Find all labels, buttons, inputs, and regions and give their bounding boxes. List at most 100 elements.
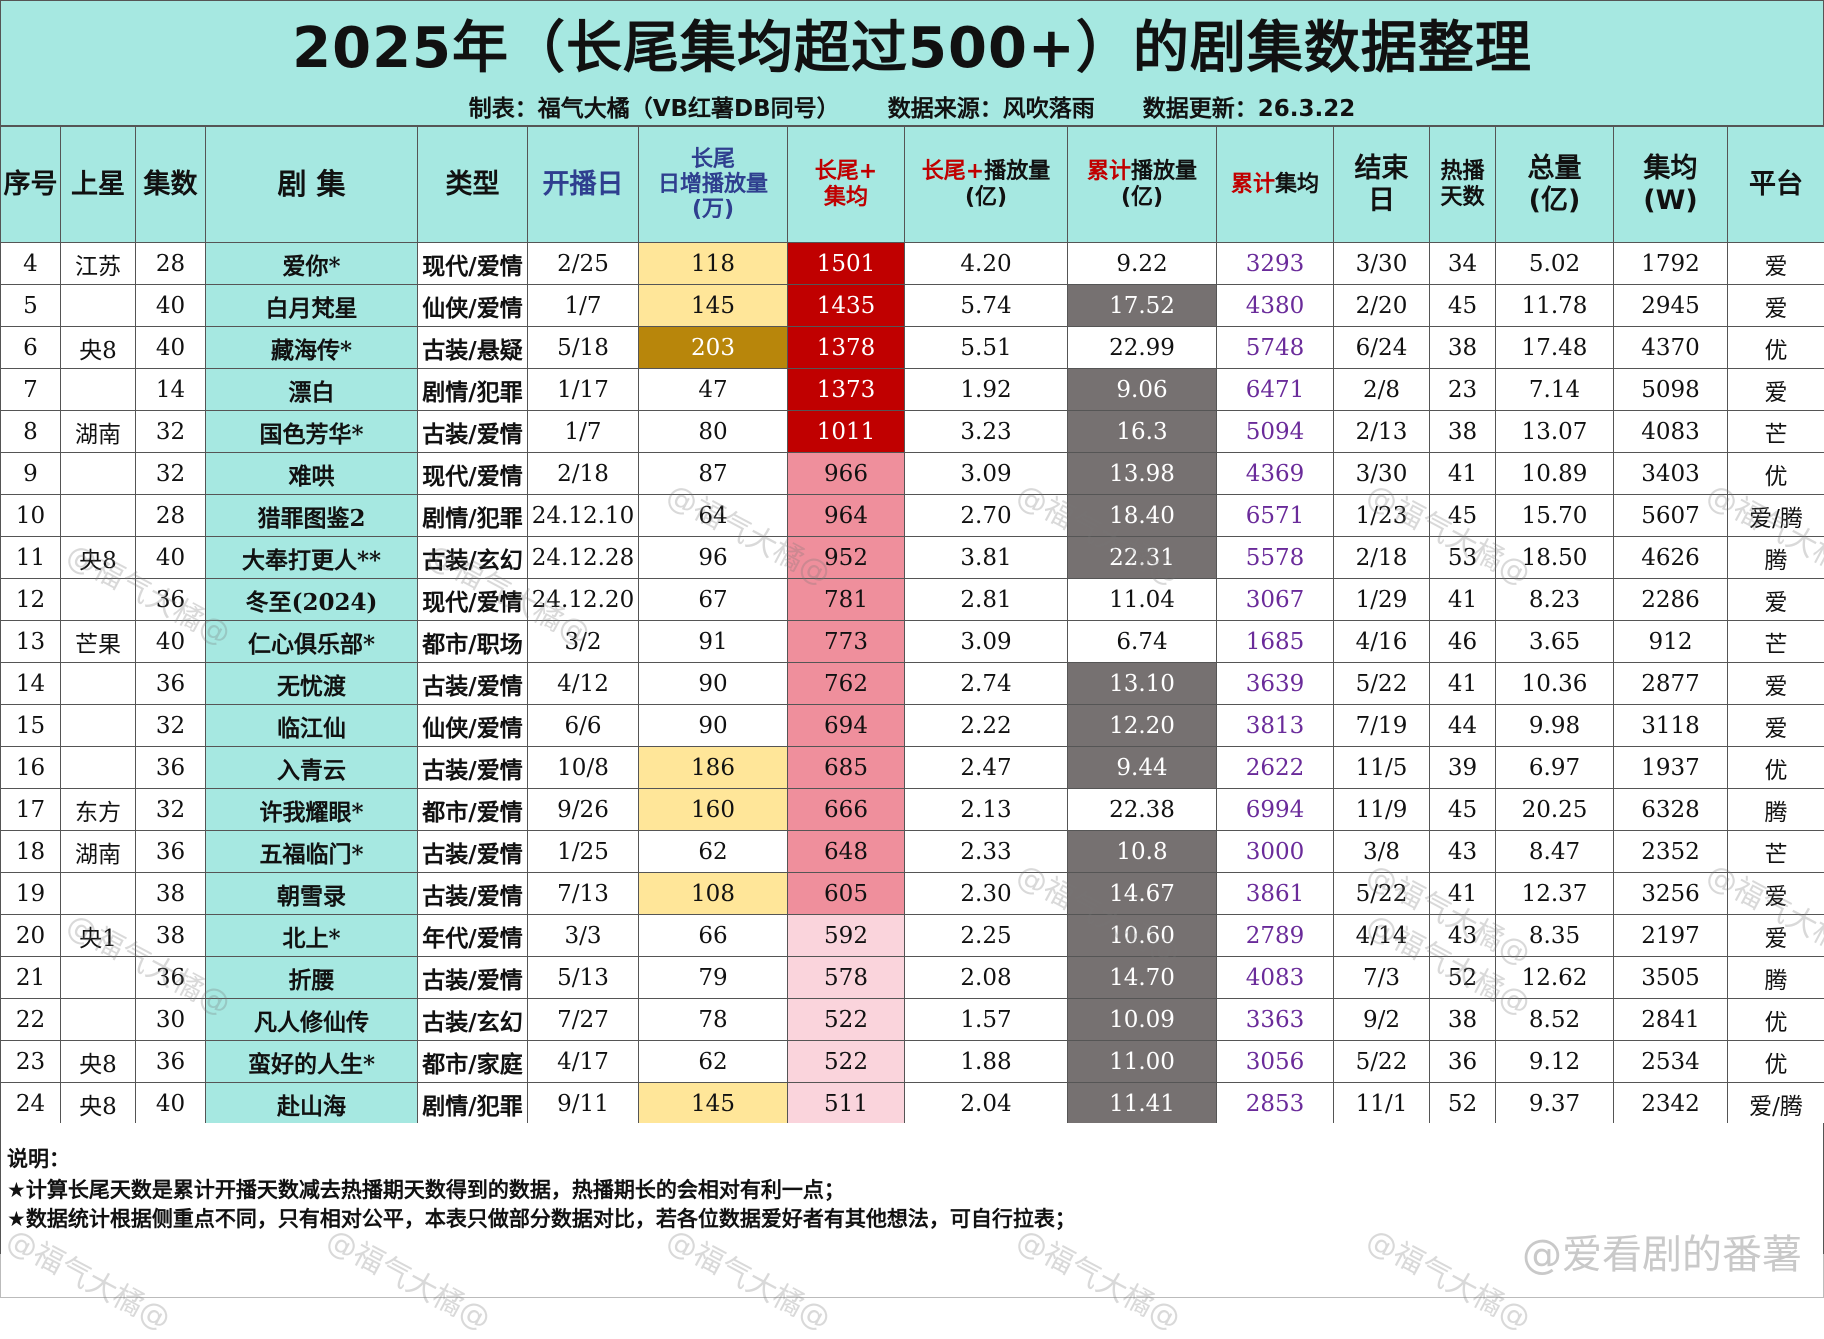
row-total: 13.07 [1496, 411, 1614, 453]
row-start-date: 1/17 [528, 369, 639, 411]
row-episodes: 36 [136, 1041, 206, 1083]
row-episodes: 32 [136, 411, 206, 453]
row-daily-increase: 78 [639, 999, 788, 1041]
row-cumulative-plays: 6.74 [1068, 621, 1217, 663]
header-platform: 平台 [1728, 127, 1824, 243]
row-longtail-plays: 4.20 [905, 243, 1068, 285]
row-cumulative-avg: 5578 [1217, 537, 1334, 579]
row-end-date: 2/13 [1334, 411, 1430, 453]
row-cumulative-plays: 16.3 [1068, 411, 1217, 453]
row-genre: 仙侠/爱情 [418, 705, 528, 747]
row-cumulative-avg: 3861 [1217, 873, 1334, 915]
spreadsheet: 2025年（长尾集均超过500+）的剧集数据整理 制表：福气大橘（VB红薯DB同… [0, 0, 1824, 1298]
row-longtail-avg: 605 [788, 873, 905, 915]
row-end-date: 5/22 [1334, 663, 1430, 705]
row-satellite [61, 999, 136, 1041]
row-index: 19 [1, 873, 61, 915]
row-end-date: 3/30 [1334, 243, 1430, 285]
drama-table: 序号 上星 集数 剧 集 类型 开播日 长尾日增播放量(万) 长尾+集均 长尾+… [0, 126, 1824, 1125]
header-cumulative-plays: 累计播放量 (亿) [1068, 127, 1217, 243]
row-longtail-plays: 1.57 [905, 999, 1068, 1041]
row-cumulative-plays: 17.52 [1068, 285, 1217, 327]
row-start-date: 4/12 [528, 663, 639, 705]
row-satellite: 江苏 [61, 243, 136, 285]
row-cumulative-avg: 2789 [1217, 915, 1334, 957]
row-episodes: 28 [136, 243, 206, 285]
row-longtail-plays: 3.23 [905, 411, 1068, 453]
row-daily-increase: 145 [639, 285, 788, 327]
update-date: 数据更新：26.3.22 [1143, 89, 1356, 123]
row-avg-w: 2352 [1614, 831, 1728, 873]
row-index: 14 [1, 663, 61, 705]
row-avg-w: 912 [1614, 621, 1728, 663]
row-hot-days: 41 [1430, 579, 1496, 621]
row-index: 24 [1, 1083, 61, 1125]
row-start-date: 2/25 [528, 243, 639, 285]
row-platform: 优 [1728, 999, 1824, 1041]
row-avg-w: 2945 [1614, 285, 1728, 327]
row-cumulative-plays: 22.38 [1068, 789, 1217, 831]
row-longtail-plays: 2.47 [905, 747, 1068, 789]
row-cumulative-plays: 9.06 [1068, 369, 1217, 411]
row-episodes: 40 [136, 327, 206, 369]
row-start-date: 4/17 [528, 1041, 639, 1083]
row-platform: 爱 [1728, 369, 1824, 411]
row-avg-w: 1937 [1614, 747, 1728, 789]
row-cumulative-plays: 9.22 [1068, 243, 1217, 285]
corner-watermark: @爱看剧的番薯 [1522, 1222, 1802, 1280]
row-hot-days: 36 [1430, 1041, 1496, 1083]
header-longtail-avg: 长尾+集均 [788, 127, 905, 243]
row-daily-increase: 91 [639, 621, 788, 663]
row-index: 7 [1, 369, 61, 411]
row-avg-w: 2534 [1614, 1041, 1728, 1083]
header-episodes: 集数 [136, 127, 206, 243]
row-longtail-avg: 964 [788, 495, 905, 537]
row-genre: 古装/爱情 [418, 831, 528, 873]
row-avg-w: 2197 [1614, 915, 1728, 957]
row-cumulative-avg: 3000 [1217, 831, 1334, 873]
row-longtail-plays: 2.74 [905, 663, 1068, 705]
row-drama-name: 大奉打更人** [206, 537, 418, 579]
row-start-date: 1/7 [528, 285, 639, 327]
row-longtail-avg: 592 [788, 915, 905, 957]
row-daily-increase: 62 [639, 1041, 788, 1083]
row-drama-name: 国色芳华* [206, 411, 418, 453]
row-episodes: 32 [136, 705, 206, 747]
row-total: 15.70 [1496, 495, 1614, 537]
row-daily-increase: 90 [639, 705, 788, 747]
maker-credit: 制表：福气大橘（VB红薯DB同号） [469, 89, 840, 123]
row-index: 21 [1, 957, 61, 999]
row-total: 17.48 [1496, 327, 1614, 369]
row-longtail-avg: 1378 [788, 327, 905, 369]
row-total: 7.14 [1496, 369, 1614, 411]
row-genre: 剧情/犯罪 [418, 495, 528, 537]
header-avg-w: 集均(W) [1614, 127, 1728, 243]
row-cumulative-plays: 14.70 [1068, 957, 1217, 999]
row-daily-increase: 66 [639, 915, 788, 957]
header-hot-days: 热播天数 [1430, 127, 1496, 243]
row-episodes: 36 [136, 747, 206, 789]
row-hot-days: 38 [1430, 411, 1496, 453]
row-genre: 古装/玄幻 [418, 999, 528, 1041]
row-drama-name: 凡人修仙传 [206, 999, 418, 1041]
row-end-date: 11/1 [1334, 1083, 1430, 1125]
row-cumulative-avg: 3639 [1217, 663, 1334, 705]
row-cumulative-plays: 12.20 [1068, 705, 1217, 747]
row-hot-days: 38 [1430, 327, 1496, 369]
row-index: 8 [1, 411, 61, 453]
row-hot-days: 46 [1430, 621, 1496, 663]
row-end-date: 11/5 [1334, 747, 1430, 789]
row-cumulative-avg: 2622 [1217, 747, 1334, 789]
row-longtail-avg: 578 [788, 957, 905, 999]
row-longtail-avg: 773 [788, 621, 905, 663]
row-cumulative-avg: 4369 [1217, 453, 1334, 495]
row-hot-days: 34 [1430, 243, 1496, 285]
row-avg-w: 2841 [1614, 999, 1728, 1041]
header-row: 序号 上星 集数 剧 集 类型 开播日 长尾日增播放量(万) 长尾+集均 长尾+… [1, 127, 1824, 243]
